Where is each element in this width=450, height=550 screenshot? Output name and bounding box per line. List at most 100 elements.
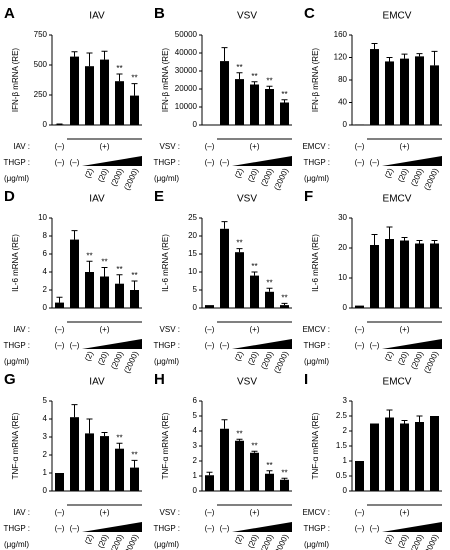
x-tick-label: (2000) [272, 533, 290, 550]
error-bar [101, 432, 108, 437]
y-tick-label: 0 [343, 303, 348, 312]
x-tick-label: (20) [96, 167, 110, 184]
error-bar [131, 83, 138, 96]
y-tick-label: 1 [193, 471, 198, 480]
bar [355, 461, 364, 491]
x-tick-label: (20) [96, 533, 110, 550]
x-tick-label: (20) [246, 167, 260, 184]
panel-title: IAV [89, 377, 105, 388]
bar [265, 473, 274, 491]
y-tick-label: 1 [343, 456, 348, 465]
x-tick-label: (2) [233, 167, 245, 180]
y-tick-label: 10000 [175, 102, 198, 111]
stimulus-label: EMCV : [302, 325, 330, 334]
bar [205, 475, 214, 491]
dose-wedge [82, 522, 142, 532]
x-tick-label: (200) [109, 533, 125, 550]
bar [115, 448, 124, 491]
y-tick-label: 4 [43, 414, 48, 423]
significance: ** [101, 258, 107, 267]
unit-label: (μg/ml) [4, 540, 29, 549]
bar [235, 252, 244, 308]
stimulus-level: (–) [355, 325, 365, 334]
y-tick-label: 10 [338, 273, 347, 282]
y-axis-label: IFN-β mRNA (RE) [11, 48, 20, 112]
y-tick-label: 3 [193, 441, 198, 450]
stimulus-label: VSV : [160, 325, 180, 334]
y-axis-label: TNF-α mRNA (RE) [311, 412, 320, 479]
bar [70, 417, 79, 491]
significance: ** [86, 251, 92, 260]
treatment-label: THGP : [3, 158, 30, 167]
x-tick-label: (–) [370, 524, 380, 533]
y-tick-label: 20000 [175, 84, 198, 93]
significance: ** [266, 278, 272, 287]
y-tick-label: 2 [343, 426, 348, 435]
y-tick-label: 8 [43, 231, 48, 240]
y-tick-label: 30000 [175, 66, 198, 75]
y-tick-label: 6 [193, 396, 198, 405]
y-tick-label: 20 [188, 231, 197, 240]
stimulus-level: (–) [55, 325, 65, 334]
error-bar [116, 442, 123, 449]
bar [205, 305, 214, 308]
stimulus-level: (+) [100, 508, 110, 517]
unit-label: (μg/ml) [154, 174, 179, 183]
panel-letter: B [154, 5, 165, 22]
y-axis-label: IL-6 mRNA (RE) [11, 234, 20, 292]
panel-letter: A [4, 5, 15, 22]
error-bar [401, 237, 408, 241]
error-bar [266, 287, 273, 292]
stimulus-level: (+) [400, 508, 410, 517]
treatment-label: THGP : [303, 341, 330, 350]
significance: ** [116, 64, 122, 73]
error-bar [401, 420, 408, 424]
error-bar [416, 53, 423, 57]
x-tick-label: (20) [96, 350, 110, 367]
error-bar [221, 47, 228, 62]
stimulus-level: (–) [355, 142, 365, 151]
y-tick-label: 0 [343, 486, 348, 495]
significance: ** [281, 293, 287, 302]
significance: ** [281, 468, 287, 477]
bar [415, 56, 424, 125]
panel-title: EMCV [383, 194, 412, 205]
x-tick-label: (–) [370, 341, 380, 350]
bar [415, 422, 424, 491]
stimulus-level: (–) [205, 325, 215, 334]
significance: ** [281, 90, 287, 99]
error-bar [116, 274, 123, 284]
bar [265, 291, 274, 308]
significance: ** [251, 262, 257, 271]
x-tick-label: (–) [70, 158, 80, 167]
stimulus-label: EMCV : [302, 508, 330, 517]
error-bar [86, 52, 93, 67]
y-tick-label: 0 [343, 120, 348, 129]
y-axis-label: IL-6 mRNA (RE) [161, 234, 170, 292]
bar [55, 302, 64, 308]
y-tick-label: 40 [338, 98, 347, 107]
x-tick-label: (20) [396, 167, 410, 184]
unit-label: (μg/ml) [304, 540, 329, 549]
y-tick-label: 0 [193, 120, 198, 129]
bar [100, 276, 109, 308]
y-tick-label: 1.5 [336, 441, 348, 450]
y-tick-label: 2 [43, 285, 48, 294]
y-tick-label: 250 [34, 90, 48, 99]
x-tick-label: (2) [233, 533, 245, 546]
x-tick-label: (2) [233, 350, 245, 363]
y-tick-label: 10 [188, 267, 197, 276]
x-tick-label: (20) [396, 350, 410, 367]
error-bar [371, 234, 378, 245]
unit-label: (μg/ml) [304, 174, 329, 183]
bar [100, 436, 109, 491]
error-bar [281, 477, 288, 480]
y-tick-label: 0 [193, 486, 198, 495]
bar [430, 416, 439, 491]
panel-letter: G [4, 371, 16, 388]
error-bar [371, 42, 378, 50]
stimulus-level: (+) [250, 142, 260, 151]
stimulus-level: (–) [205, 142, 215, 151]
significance: ** [116, 265, 122, 274]
x-tick-label: (2000) [122, 350, 140, 375]
